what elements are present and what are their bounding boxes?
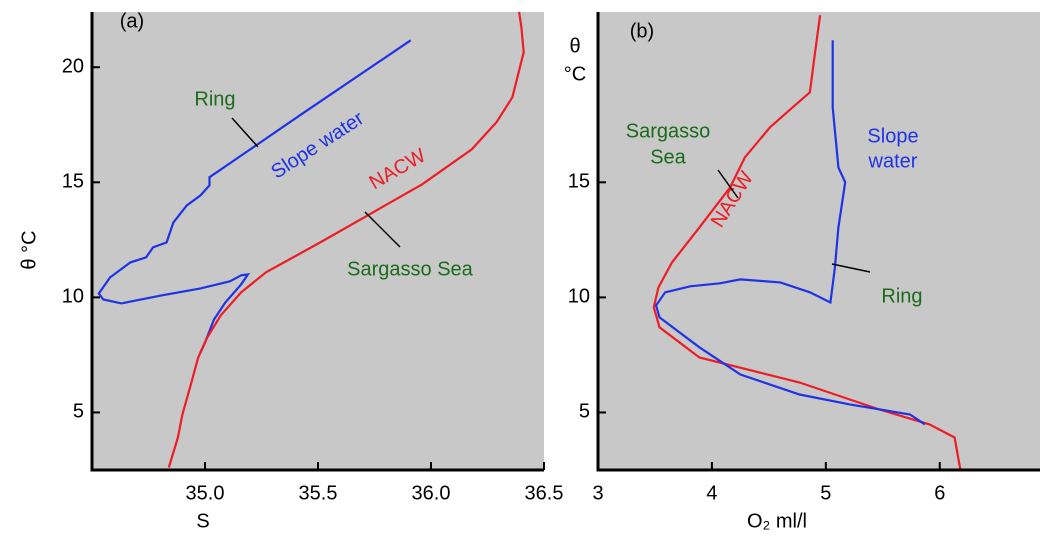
x-tick-label: 35.0: [186, 482, 225, 504]
annotation: Ring: [881, 285, 922, 307]
y-axis-label: °C: [564, 63, 586, 85]
x-tick-label: 36.0: [412, 482, 451, 504]
x-axis-label: O₂ ml/l: [747, 510, 807, 532]
leader-line: [364, 211, 401, 248]
y-tick-label: 10: [62, 286, 84, 308]
annotation: water: [868, 150, 918, 172]
y-tick-label: 10: [568, 286, 590, 308]
series-line: [654, 40, 926, 426]
y-axis-label: θ: [569, 35, 580, 57]
y-tick-label: 20: [62, 56, 84, 78]
x-tick-label: 36.5: [525, 482, 564, 504]
leader-line: [831, 263, 871, 273]
y-tick-label: 5: [73, 401, 84, 423]
annotation: Ring: [194, 88, 235, 110]
plot-area: [598, 12, 1040, 470]
series-line: [652, 15, 962, 470]
annotation: (b): [630, 20, 654, 42]
annotation: Slope: [867, 125, 918, 147]
y-axis-label: θ °C: [18, 230, 40, 269]
series-line: [167, 11, 525, 468]
y-tick-label: 5: [579, 401, 590, 423]
series-line: [97, 39, 412, 353]
x-tick-label: 35.5: [299, 482, 338, 504]
y-tick-label: 15: [568, 171, 590, 193]
x-tick-label: 5: [820, 482, 831, 504]
x-axis-label: S: [196, 510, 209, 532]
annotation: Sea: [650, 146, 686, 168]
y-tick-label: 15: [62, 171, 84, 193]
x-tick-label: 4: [706, 482, 717, 504]
annotation: Sargasso: [626, 120, 711, 142]
annotation: (a): [120, 10, 144, 32]
plot-area: [92, 12, 544, 470]
x-tick-label: 3: [592, 482, 603, 504]
annotation: Sargasso Sea: [347, 258, 474, 280]
leader-line: [717, 169, 739, 199]
leader-line: [231, 117, 259, 148]
x-tick-label: 6: [934, 482, 945, 504]
